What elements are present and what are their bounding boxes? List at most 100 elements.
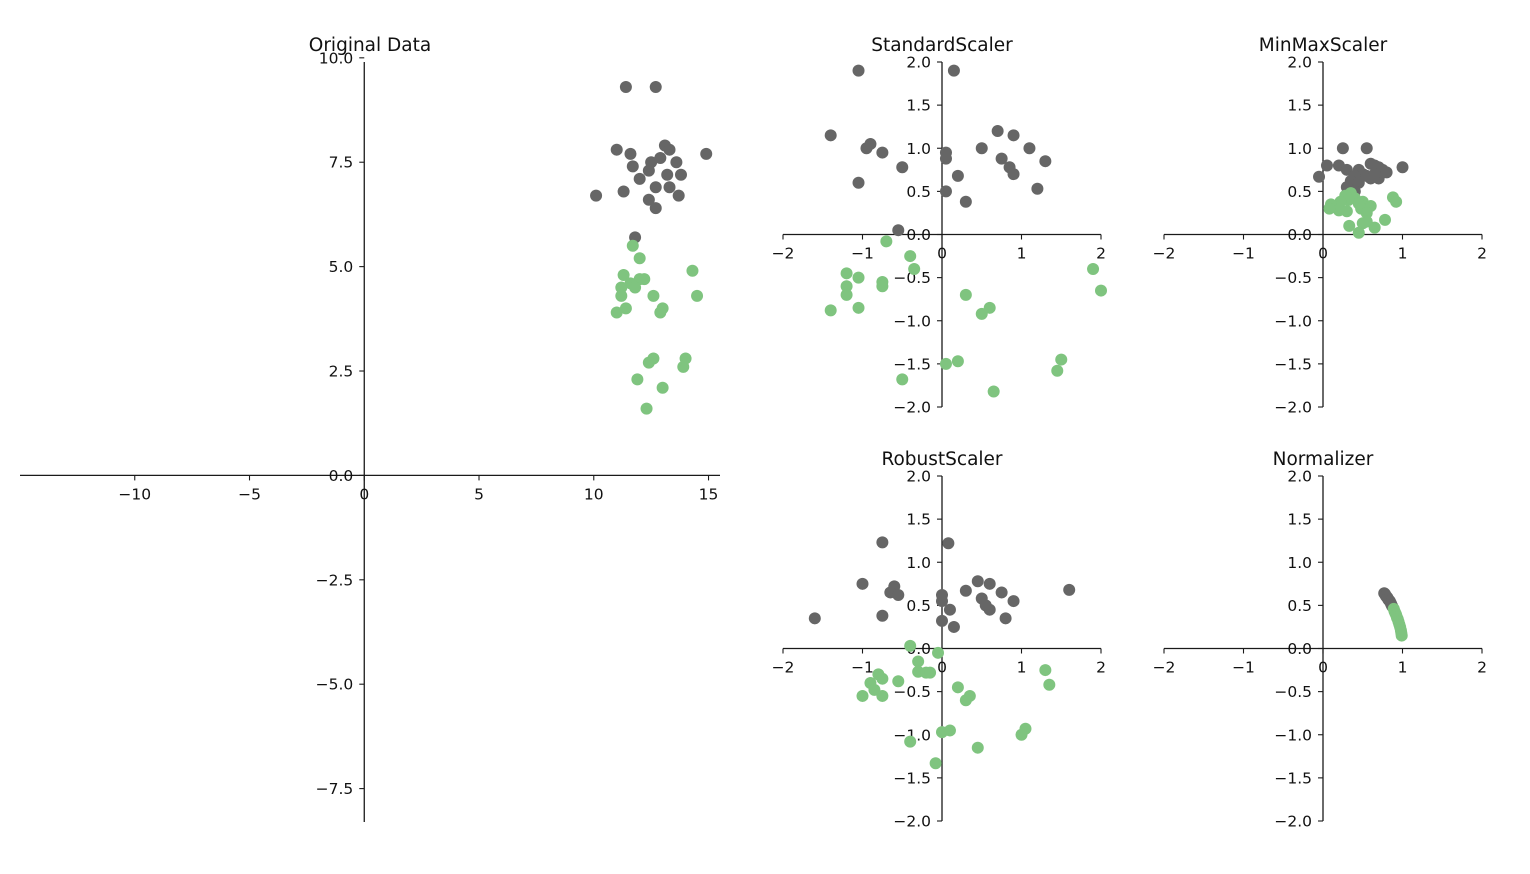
original-data-x-tick-label: 0 [359, 485, 369, 503]
standard-scaler-y-tick-label: 1.5 [906, 97, 931, 115]
robust-scaler-y-tick-label: 2.0 [906, 468, 931, 486]
robust-scaler-point-class1 [1039, 664, 1052, 677]
minmax-scaler-point-class0 [1396, 161, 1409, 174]
original-data-point-class1 [629, 281, 642, 294]
minmax-scaler-y-tick-label: −1.5 [1274, 355, 1312, 373]
minmax-scaler-y-tick-label: 1.5 [1287, 97, 1312, 115]
standard-scaler-point-class0 [892, 224, 905, 237]
original-data-point-class0 [610, 143, 623, 156]
robust-scaler-point-class1 [856, 689, 869, 702]
minmax-scaler-y-tick-label: 0.0 [1287, 226, 1312, 244]
minmax-scaler-point-class1 [1368, 221, 1381, 234]
standard-scaler-point-class0 [860, 142, 873, 155]
robust-scaler-x-tick-label: −1 [851, 659, 874, 677]
standard-scaler-point-class1 [876, 280, 889, 293]
minmax-scaler-point-class0 [1320, 159, 1333, 172]
original-data-point-class0 [654, 152, 667, 165]
original-data-y-tick-label: 10.0 [319, 49, 354, 67]
standard-scaler-point-class0 [947, 64, 960, 77]
robust-scaler-point-class0 [983, 603, 996, 616]
robust-scaler-y-tick-label: −1.0 [893, 726, 931, 744]
minmax-scaler-y-tick-label: −1.0 [1274, 312, 1312, 330]
standard-scaler-y-tick-label: 0.5 [906, 183, 931, 201]
original-data-point-class1 [691, 289, 704, 302]
original-data-x-tick-label: 15 [699, 485, 719, 503]
normalizer-y-tick-label: 0.5 [1287, 597, 1312, 615]
robust-scaler-point-class0 [936, 595, 948, 608]
original-data-x-tick-label: −10 [118, 485, 151, 503]
minmax-scaler-point-class1 [1340, 205, 1353, 218]
original-data-point-class1 [633, 252, 646, 265]
normalizer-x-tick-label: −1 [1232, 659, 1255, 677]
robust-scaler-point-class1 [1015, 728, 1028, 741]
minmax-scaler-x-tick-label: −2 [1153, 245, 1176, 263]
original-data-point-class1 [656, 381, 669, 394]
standard-scaler-y-tick-label: −1.5 [893, 355, 931, 373]
minmax-scaler-point-class1 [1352, 226, 1365, 239]
robust-scaler-point-class0 [808, 612, 821, 625]
robust-scaler-point-class0 [856, 577, 869, 590]
minmax-scaler-y-tick-label: −0.5 [1274, 269, 1312, 287]
normalizer-y-tick-label: −2.0 [1274, 813, 1312, 831]
robust-scaler-point-class1 [876, 672, 889, 685]
minmax-scaler-point-class1 [1360, 206, 1373, 219]
minmax-scaler-point-class0 [1368, 168, 1381, 181]
minmax-scaler-point-class0 [1360, 142, 1373, 155]
standard-scaler-point-class0 [975, 142, 988, 155]
normalizer-y-tick-label: 2.0 [1287, 468, 1312, 486]
robust-scaler-point-class1 [876, 689, 889, 702]
robust-scaler-point-class0 [959, 584, 972, 597]
minmax-scaler-point-class1 [1356, 217, 1369, 230]
standard-scaler-point-class1 [840, 288, 853, 301]
robust-scaler-x-tick-label: 0 [937, 659, 947, 677]
original-data-point-class0 [642, 193, 655, 206]
original-data-x-tick-label: −5 [238, 485, 261, 503]
standard-scaler-point-class0 [991, 125, 1004, 137]
minmax-scaler-x-tick-label: 1 [1398, 245, 1408, 263]
standard-scaler-y-tick-label: −2.0 [893, 399, 931, 417]
minmax-scaler-point-class0 [1336, 142, 1349, 155]
normalizer-y-tick-label: 1.5 [1287, 511, 1312, 529]
standard-scaler-point-class1 [896, 373, 909, 386]
robust-scaler-point-class0 [892, 589, 905, 602]
standard-scaler-y-tick-label: 1.0 [906, 140, 931, 158]
normalizer-y-tick-label: −1.5 [1274, 769, 1312, 787]
robust-scaler-point-class1 [943, 724, 956, 737]
robust-scaler-x-tick-label: 1 [1017, 659, 1027, 677]
original-data-x-tick-label: 5 [474, 485, 484, 503]
robust-scaler-point-class0 [1007, 595, 1020, 608]
standard-scaler-x-tick-label: 0 [937, 245, 947, 263]
robust-scaler-point-class1 [951, 681, 964, 694]
robust-scaler-point-class0 [995, 586, 1008, 599]
original-data-y-tick-label: −7.5 [316, 780, 354, 798]
original-data-point-class1 [626, 239, 639, 252]
normalizer-y-tick-label: −1.0 [1274, 726, 1312, 744]
original-data-point-class0 [619, 81, 632, 94]
standard-scaler-point-class1 [1055, 353, 1068, 366]
original-data-point-class0 [663, 181, 676, 194]
original-data-point-class1 [640, 402, 653, 415]
original-data-y-tick-label: 2.5 [329, 363, 354, 381]
original-data-point-class1 [615, 289, 628, 302]
original-data-x-tick-label: 10 [584, 485, 604, 503]
standard-scaler-point-class1 [939, 357, 952, 370]
original-data-point-class0 [674, 168, 687, 181]
original-data-y-tick-label: −2.5 [316, 571, 354, 589]
standard-scaler-y-tick-label: 0.0 [906, 226, 931, 244]
minmax-scaler-y-tick-label: −2.0 [1274, 399, 1312, 417]
standard-scaler-point-class0 [1023, 142, 1036, 155]
standard-scaler-x-tick-label: −2 [772, 245, 795, 263]
robust-scaler-x-tick-label: 2 [1096, 659, 1106, 677]
robust-scaler-point-class1 [892, 675, 905, 688]
standard-scaler-point-class0 [896, 161, 909, 174]
original-data-point-class1 [619, 302, 632, 315]
original-data-point-class0 [670, 156, 683, 169]
standard-scaler-point-class1 [904, 250, 917, 263]
original-data-point-class0 [649, 181, 662, 194]
normalizer-point-class1 [1395, 629, 1408, 642]
robust-scaler-point-class0 [876, 609, 889, 622]
robust-scaler-point-class0 [876, 536, 889, 549]
robust-scaler-point-class0 [983, 577, 996, 590]
standard-scaler-point-class1 [1051, 364, 1064, 377]
